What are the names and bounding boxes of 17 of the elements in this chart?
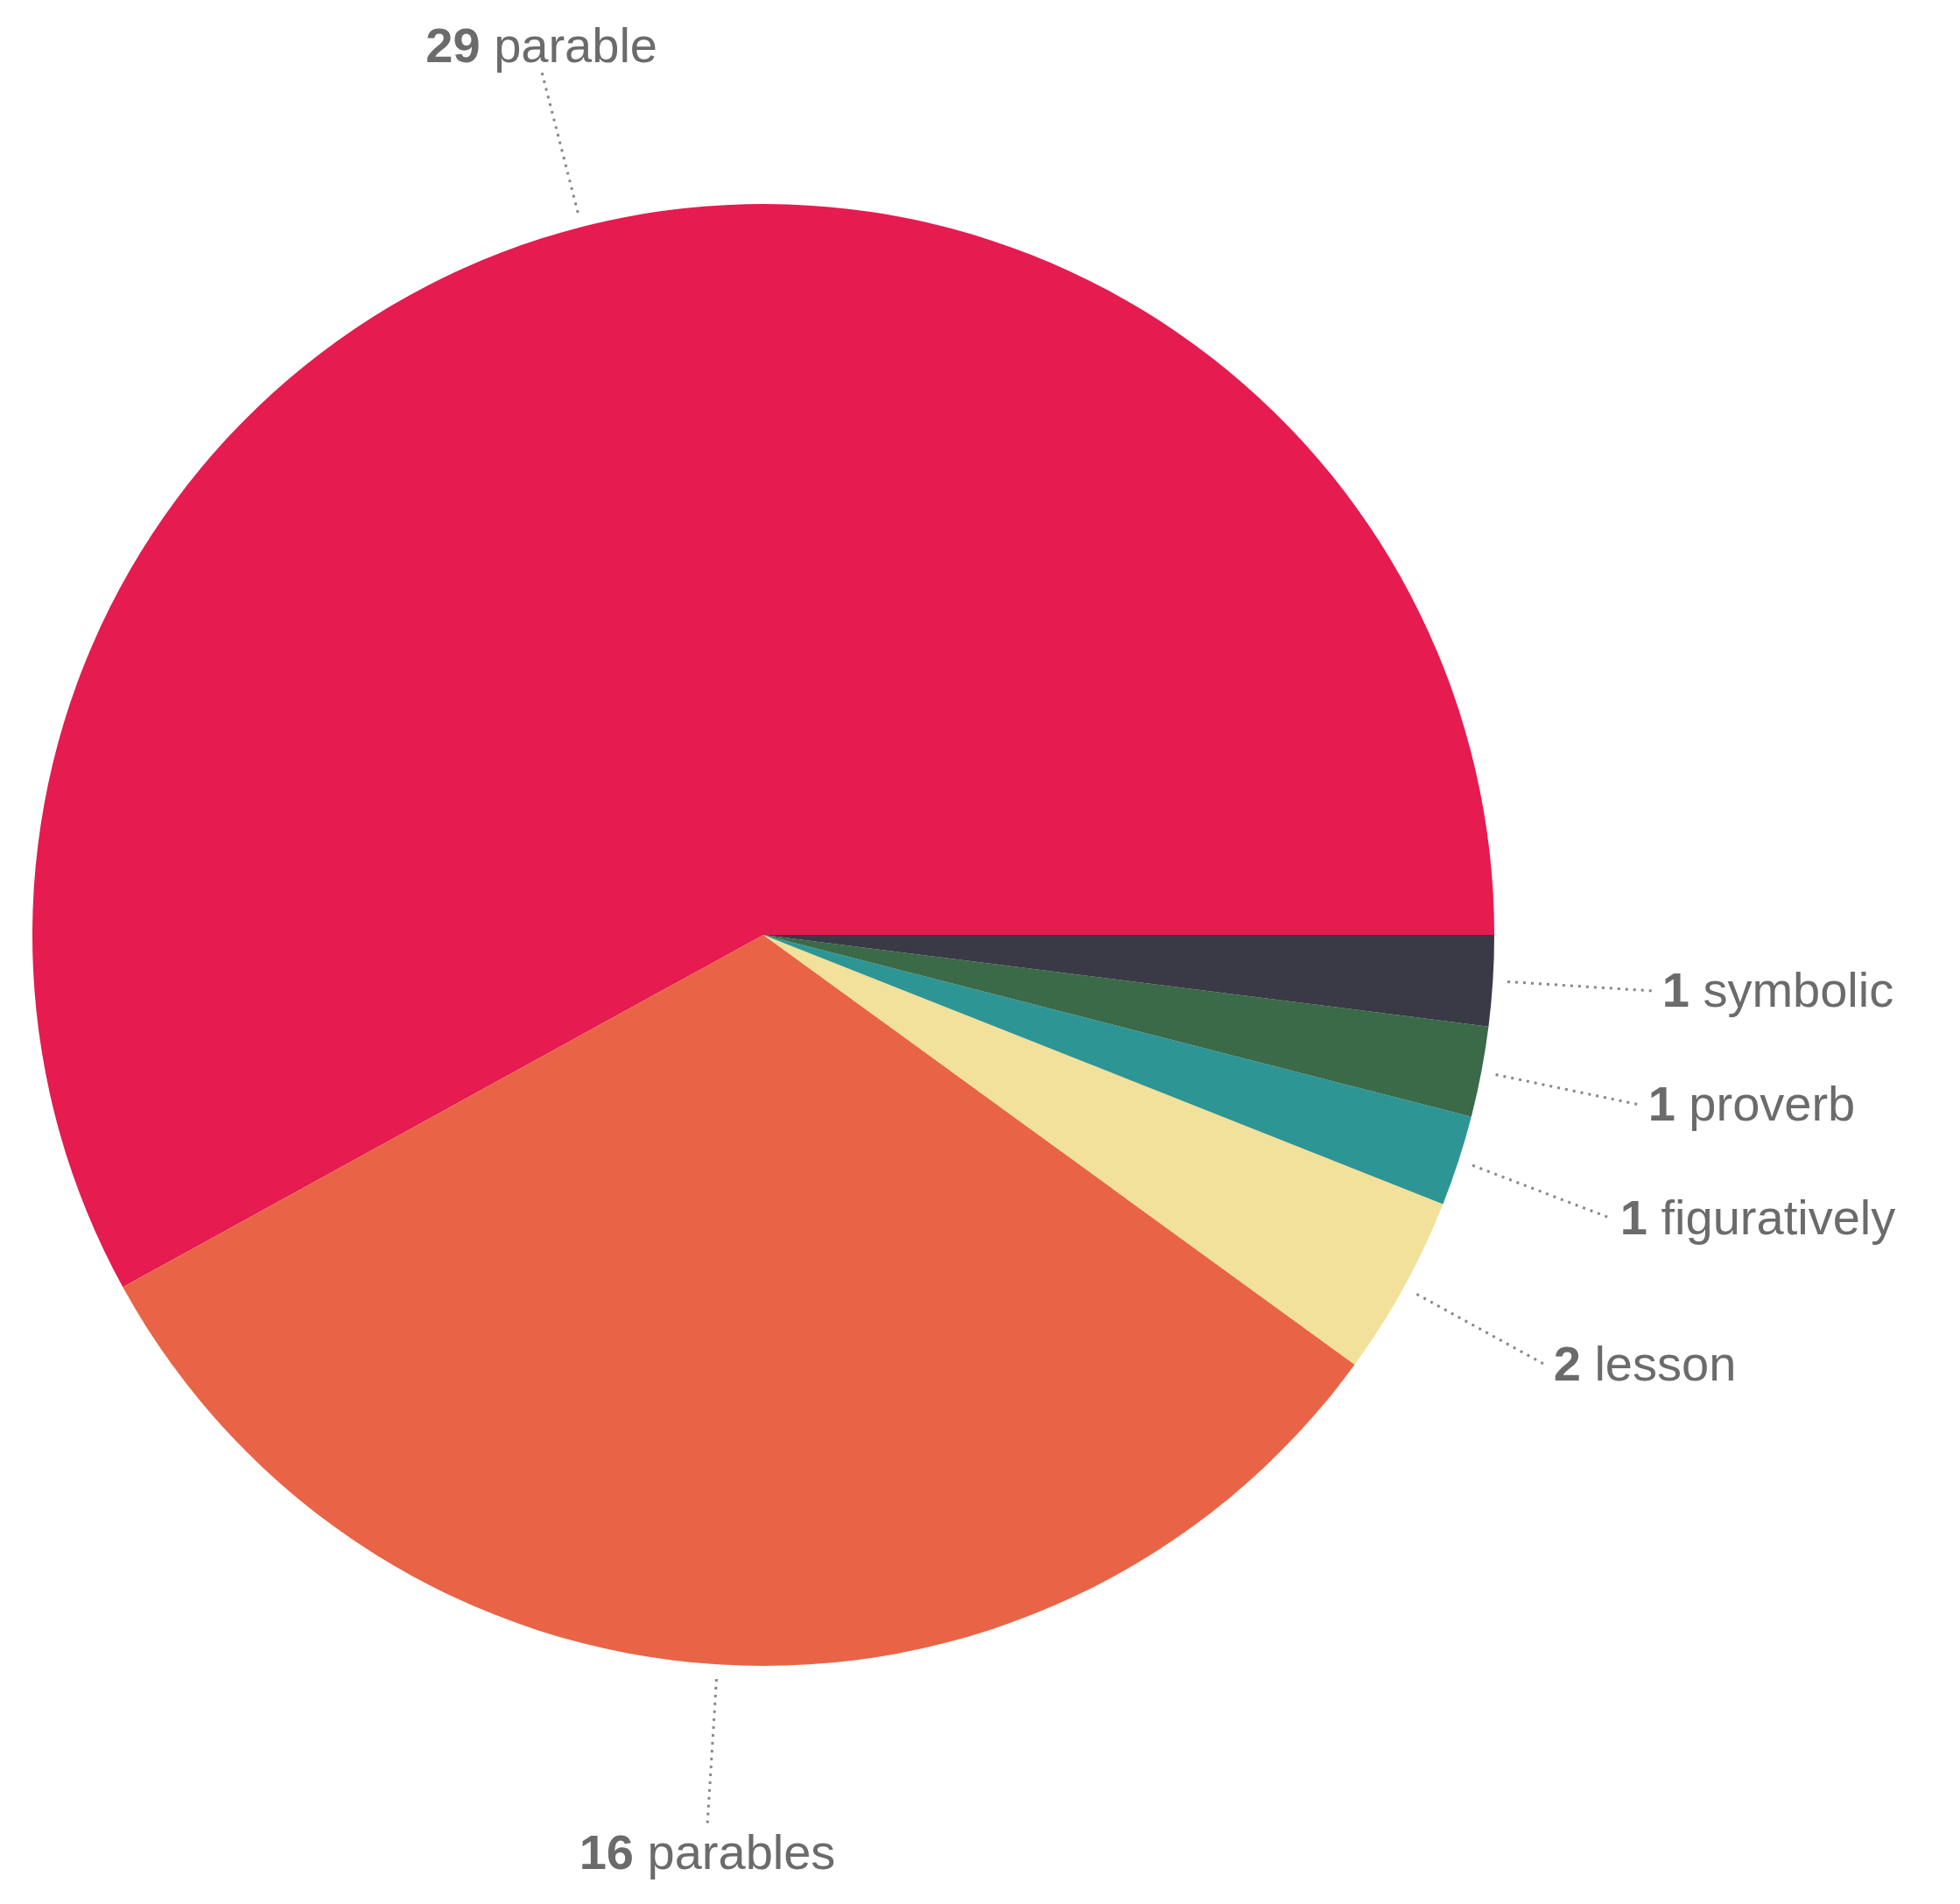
slice-label: symbolic <box>1689 961 1894 1017</box>
slice-label: proverb <box>1675 1075 1856 1131</box>
data-label: 1 <box>1661 961 1690 1017</box>
data-label: 16 <box>579 1823 634 1879</box>
slice-label: parables <box>634 1823 836 1879</box>
data-label: 1 <box>1619 1189 1647 1245</box>
pie-slice <box>763 935 1489 1117</box>
pie-slice <box>123 935 1355 1665</box>
slice-label: lesson <box>1580 1335 1737 1391</box>
slice-label: figuratively <box>1647 1189 1896 1245</box>
data-label: 2 <box>1553 1335 1581 1391</box>
pie-slice <box>763 935 1472 1205</box>
data-label: 1 <box>1647 1075 1675 1131</box>
data-label: 29 <box>425 18 481 74</box>
pie-slice <box>763 935 1444 1365</box>
slice-label: parable <box>480 18 657 74</box>
pie-slice <box>32 205 1494 1288</box>
